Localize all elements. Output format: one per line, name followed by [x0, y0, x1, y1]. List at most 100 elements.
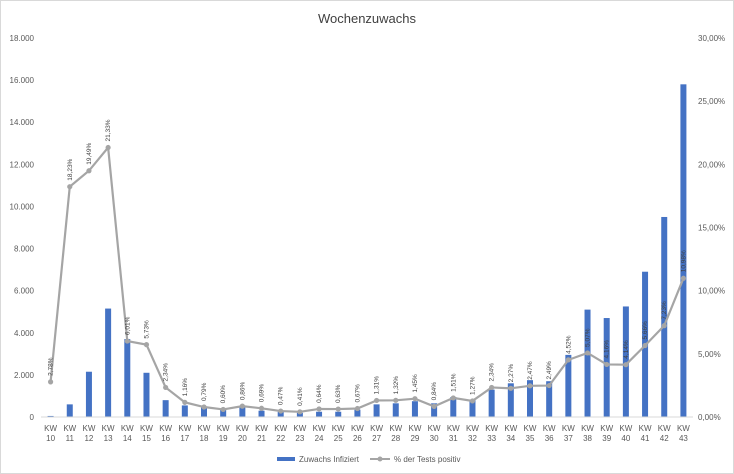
data-label: 0,41%: [297, 387, 304, 406]
y-left-tick-label: 0: [30, 413, 35, 422]
legend: Zuwachs Infiziert % der Tests positiv: [277, 455, 461, 464]
data-label: 2,34%: [163, 363, 170, 382]
bar: [85, 371, 92, 417]
x-tick-label: KW 22: [274, 424, 287, 443]
bar: [316, 411, 323, 417]
y-right-tick-label: 10,00%: [698, 287, 725, 296]
bar: [47, 415, 54, 417]
line-point: [47, 379, 54, 385]
data-label: 5,73%: [143, 320, 150, 339]
x-tick-label: KW 42: [658, 424, 671, 443]
line-point: [527, 383, 533, 389]
bar: [162, 400, 169, 417]
data-label: 7,23%: [661, 301, 668, 320]
bar: [258, 410, 265, 417]
y-right-tick-label: 30,00%: [698, 34, 725, 43]
x-tick-label: KW 28: [389, 424, 402, 443]
line-point: [642, 342, 648, 349]
bar: [239, 407, 246, 417]
data-label: 0,63%: [335, 384, 342, 403]
x-tick-label: KW 21: [255, 424, 268, 443]
bar: [220, 409, 227, 417]
chart-title: Wochenzuwachs: [318, 11, 417, 26]
line-point: [431, 403, 437, 409]
line-point: [316, 406, 322, 412]
data-label: 4,14%: [623, 340, 630, 359]
data-label: 0,64%: [316, 384, 323, 403]
bar: [565, 354, 572, 417]
legend-label-bar: Zuwachs Infiziert: [299, 455, 360, 464]
series-line: [49, 144, 685, 413]
data-label: 1,45%: [412, 374, 419, 393]
line-point: [220, 406, 226, 413]
x-tick-label: KW 32: [466, 424, 479, 443]
line-point: [680, 275, 687, 281]
data-label: 0,79%: [201, 382, 208, 401]
data-label: 10,98%: [680, 250, 687, 272]
data-label: 5,07%: [585, 328, 592, 347]
bar: [373, 404, 380, 417]
y-right-tick-label: 15,00%: [698, 224, 725, 233]
line-point: [239, 403, 245, 409]
bar: [507, 383, 514, 417]
bar: [527, 380, 533, 417]
line-point: [508, 385, 514, 391]
y-left-tick-label: 6.000: [14, 287, 35, 296]
x-tick-label: KW 13: [102, 424, 115, 443]
line-point: [469, 398, 476, 404]
line-point: [661, 323, 667, 329]
y-right-tick-label: 20,00%: [698, 160, 725, 169]
line-point: [604, 361, 610, 368]
line-point: [489, 384, 495, 391]
data-label: 2,27%: [508, 364, 515, 383]
bar: [124, 339, 131, 417]
data-label: 18,23%: [67, 158, 74, 180]
line-point: [258, 405, 265, 411]
y-left-tick-label: 16.000: [10, 76, 35, 85]
x-tick-label: KW 10: [44, 424, 57, 443]
y-left-tick-label: 14.000: [10, 118, 35, 127]
x-axis: KW 10 KW 11 KW 12 KW 13 KW 14 KW 15 KW 16 KW 17 KW 18 KW 19…: [41, 416, 693, 443]
legend-swatch-bar: [277, 457, 295, 461]
x-tick-label: KW 12: [82, 424, 95, 443]
data-label: 1,27%: [469, 376, 476, 395]
data-label: 4,52%: [565, 335, 572, 354]
line-point: [278, 408, 284, 414]
bar: [488, 389, 495, 417]
data-label: 2,78%: [48, 357, 55, 376]
line-point: [584, 350, 591, 356]
bar: [431, 403, 438, 417]
x-tick-label: KW 34: [504, 424, 517, 443]
data-label: 4,16%: [604, 340, 611, 359]
x-tick-label: KW 23: [293, 424, 306, 443]
line-point: [546, 382, 552, 389]
line-point: [450, 395, 456, 401]
bar: [143, 372, 150, 417]
bar: [335, 411, 342, 417]
y-right-tick-label: 0,00%: [698, 413, 721, 422]
line-point: [373, 397, 380, 404]
x-tick-label: KW 43: [677, 424, 690, 443]
x-tick-label: KW 18: [198, 424, 211, 443]
data-label: 5,66%: [642, 321, 649, 340]
line-point: [412, 396, 418, 402]
data-label: 1,32%: [393, 376, 400, 395]
y-left-tick-label: 18.000: [10, 34, 35, 43]
bar-series: [47, 84, 687, 418]
data-label: 0,69%: [259, 384, 266, 403]
bar: [296, 412, 303, 417]
line-point: [393, 397, 399, 403]
line-point: [124, 338, 130, 344]
x-tick-label: KW 11: [63, 424, 76, 443]
data-label: 21,33%: [105, 119, 112, 141]
bar: [105, 308, 112, 417]
bar: [546, 381, 553, 417]
bar: [181, 405, 188, 417]
line-point: [67, 184, 73, 190]
y-axis-left: 0 2.000 4.000 6.000 8.000 10.000 12.000 14.000 1…: [10, 34, 35, 422]
line-point: [297, 409, 303, 415]
x-tick-label: KW 37: [562, 424, 575, 443]
data-label: 6,01%: [124, 316, 131, 335]
bar: [392, 403, 399, 417]
